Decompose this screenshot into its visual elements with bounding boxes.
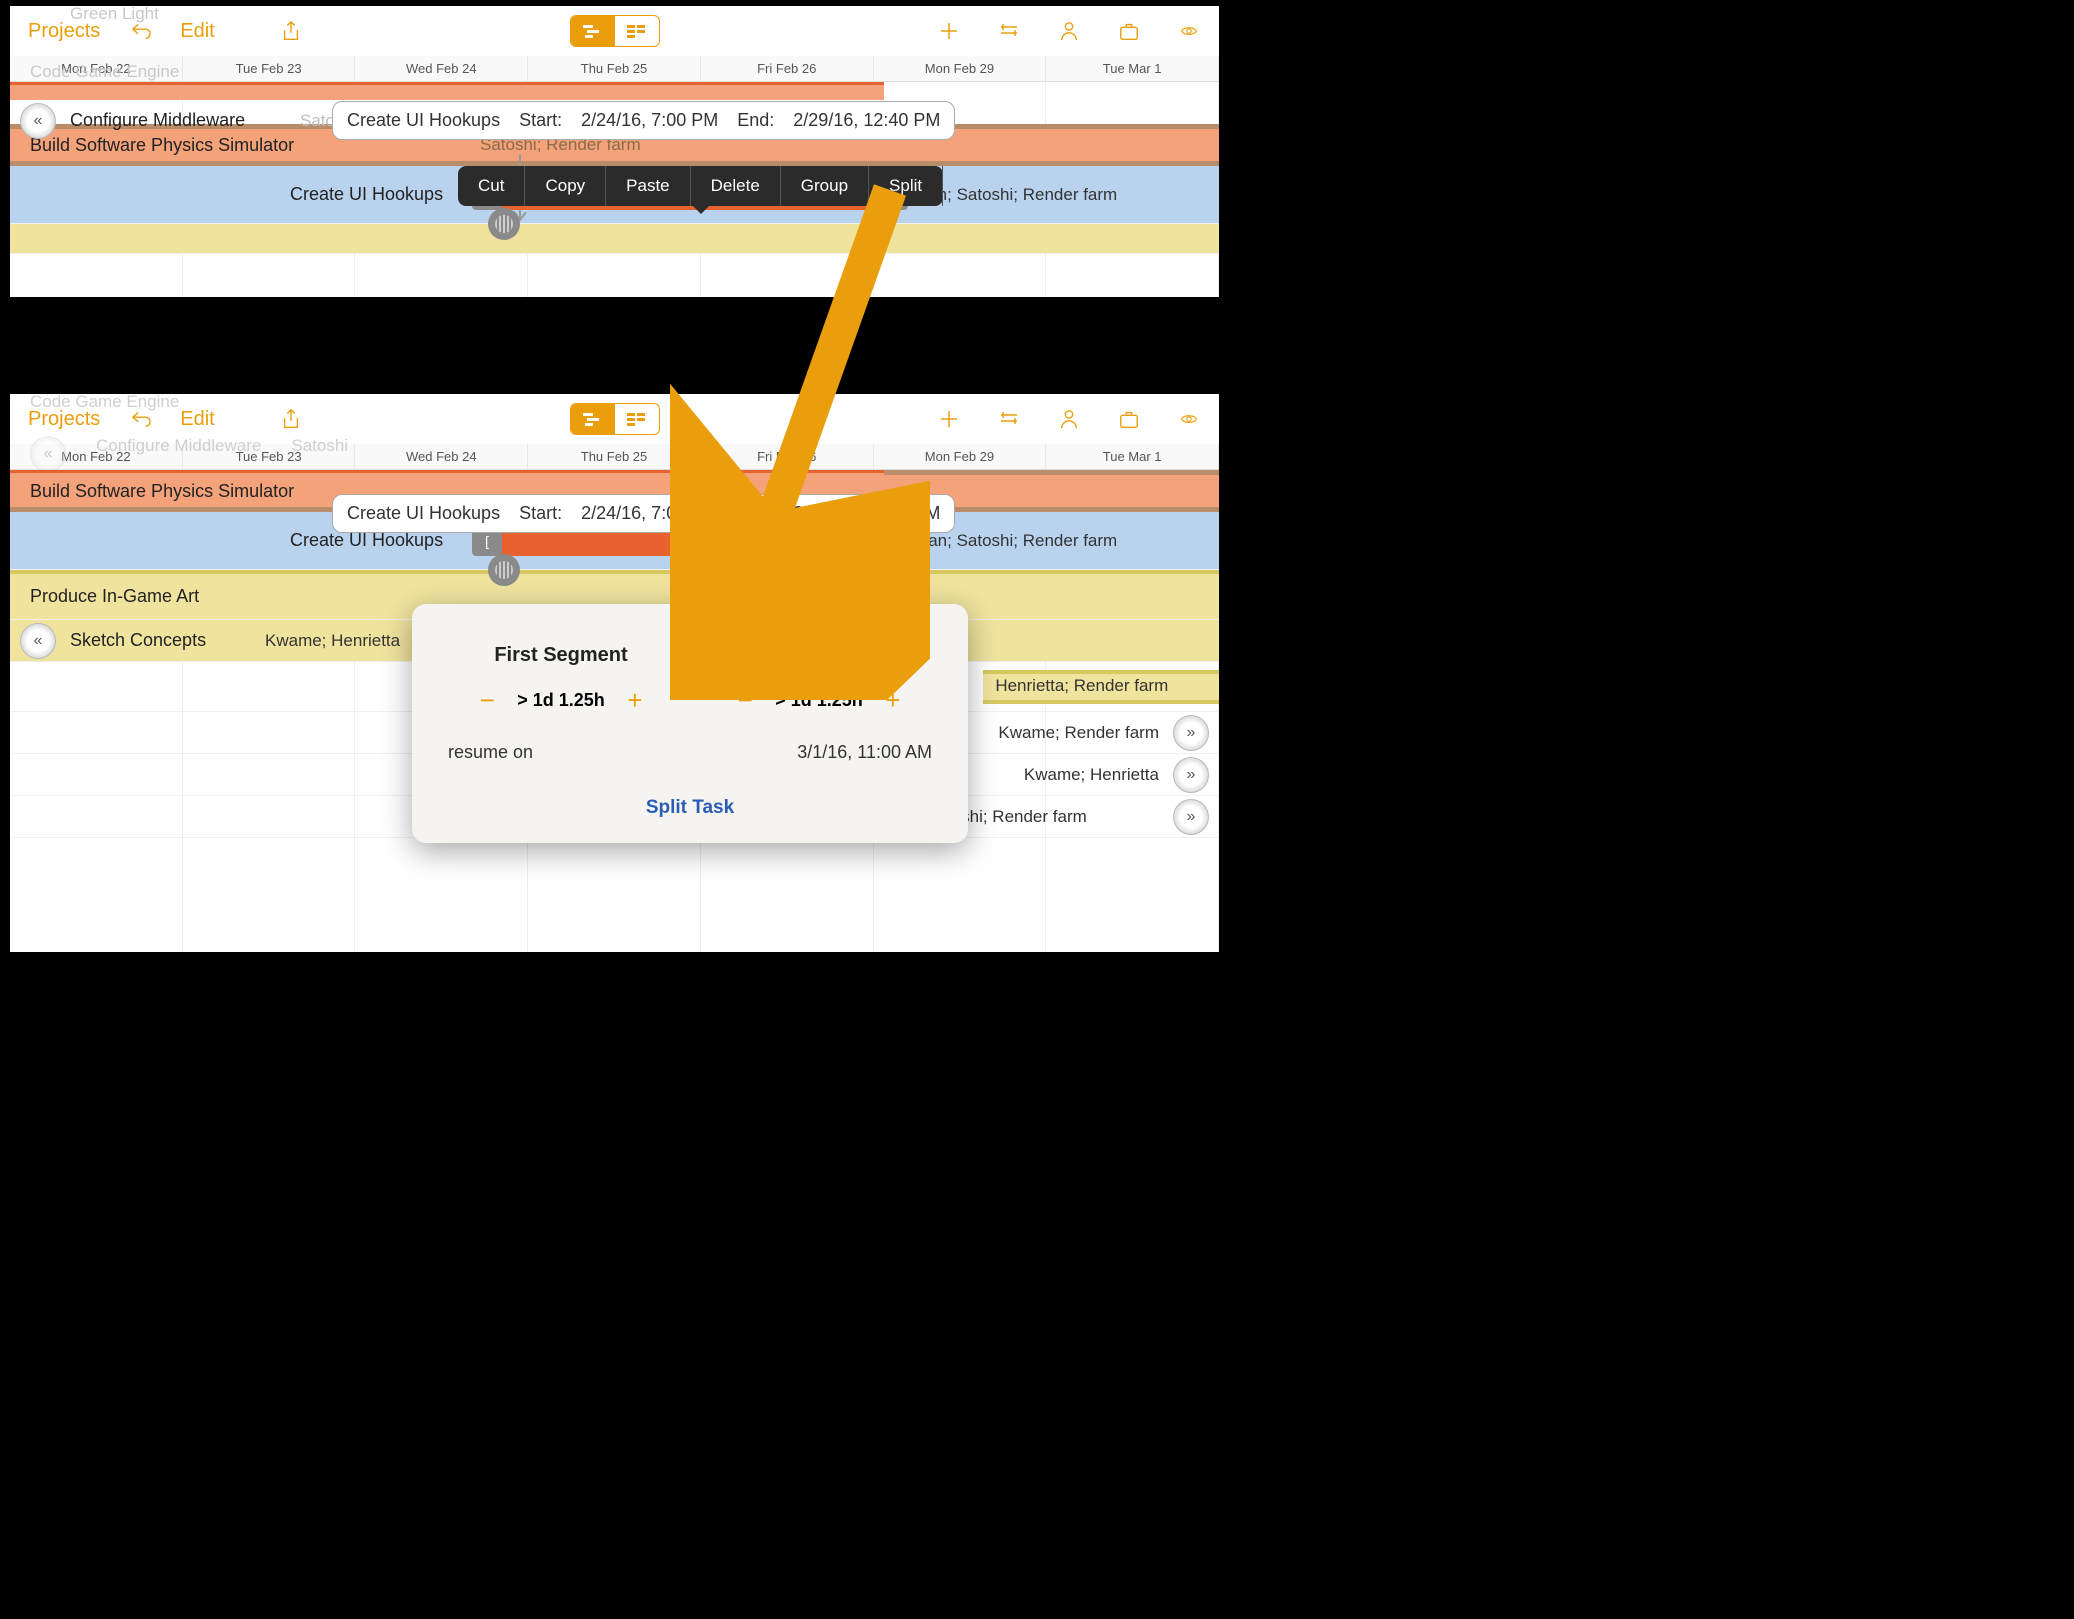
add-icon[interactable] <box>937 407 961 431</box>
list-view-icon[interactable] <box>615 404 659 434</box>
ctx-paste[interactable]: Paste <box>606 166 690 206</box>
edit-button[interactable]: Edit <box>180 408 214 431</box>
date-col: Mon Feb 29 <box>874 444 1047 469</box>
task-label: Produce In-Game Art <box>30 586 199 607</box>
view-toggle[interactable] <box>570 15 660 47</box>
task-info-bubble: Create UI Hookups Start: 2/24/16, 7:00 P… <box>332 101 955 140</box>
segment-value: > 1d 1.25h <box>775 690 863 711</box>
projects-button[interactable]: Projects <box>28 408 100 431</box>
info-task: Create UI Hookups <box>347 110 500 130</box>
segment-title: First Segment <box>475 644 647 667</box>
context-menu: Cut Copy Paste Delete Group Split <box>458 166 943 206</box>
ctx-cut[interactable]: Cut <box>458 166 525 206</box>
assignees: Ivan; Satoshi; Render farm <box>915 185 1117 205</box>
collapse-button[interactable]: « <box>20 103 56 139</box>
date-header: Mon Feb 22 Tue Feb 23 Wed Feb 24 Thu Feb… <box>10 56 1219 82</box>
person-icon[interactable] <box>1057 19 1081 43</box>
date-col: Tue Mar 1 <box>1046 444 1219 469</box>
minus-button[interactable]: − <box>475 685 499 716</box>
drag-handle[interactable] <box>488 554 520 586</box>
resources-icon[interactable] <box>997 407 1021 431</box>
task-label: Build Software Physics Simulator <box>30 135 294 156</box>
task-label: Sketch Concepts <box>70 630 206 651</box>
person-icon[interactable] <box>1057 407 1081 431</box>
assignees: Ivan; Satoshi; Render farm <box>915 531 1117 551</box>
share-icon[interactable] <box>279 19 303 43</box>
info-task: Create UI Hookups <box>347 503 500 523</box>
plus-button[interactable]: + <box>623 685 647 716</box>
view-toggle[interactable] <box>570 403 660 435</box>
date-col: Fri Feb 26 <box>701 56 874 81</box>
segment-title: Second Segment <box>733 644 905 667</box>
minus-button[interactable]: − <box>733 685 757 716</box>
task-label: Configure Middleware <box>70 110 245 131</box>
group-bar[interactable] <box>10 82 884 100</box>
segment-first: First Segment − > 1d 1.25h + <box>475 644 647 716</box>
expand-button[interactable]: » <box>1173 757 1209 793</box>
resume-value[interactable]: 3/1/16, 11:00 AM <box>797 742 932 763</box>
ctx-group[interactable]: Group <box>781 166 869 206</box>
expand-button[interactable]: » <box>1173 715 1209 751</box>
segment-value: > 1d 1.25h <box>517 690 605 711</box>
share-icon[interactable] <box>279 407 303 431</box>
date-col: Tue Feb 23 <box>183 56 356 81</box>
ghost-row: « Configure MiddlewareSatoshi <box>30 436 348 472</box>
expand-button[interactable]: » <box>1173 799 1209 835</box>
task-label: Create UI Hookups <box>290 530 443 551</box>
eye-icon[interactable] <box>1177 19 1201 43</box>
ctx-delete[interactable]: Delete <box>691 166 781 206</box>
date-col: Thu Feb 25 <box>528 56 701 81</box>
task-label: Create UI Hookups <box>290 184 443 205</box>
list-view-icon[interactable] <box>615 16 659 46</box>
drag-handle[interactable] <box>488 208 520 240</box>
briefcase-icon[interactable] <box>1117 407 1141 431</box>
edit-button[interactable]: Edit <box>180 20 214 43</box>
plus-button[interactable]: + <box>881 685 905 716</box>
date-col: Wed Feb 24 <box>355 444 528 469</box>
ctx-split[interactable]: Split <box>869 166 943 206</box>
add-icon[interactable] <box>937 19 961 43</box>
task-info-bubble: Create UI Hookups Start: 2/24/16, 7:00 P… <box>332 494 955 533</box>
gantt-view-icon[interactable] <box>571 404 615 434</box>
assignees: Kwame; Henrietta <box>265 631 400 651</box>
date-col: Wed Feb 24 <box>355 56 528 81</box>
briefcase-icon[interactable] <box>1117 19 1141 43</box>
date-col: Thu Feb 25 <box>528 444 701 469</box>
task-label: Build Software Physics Simulator <box>30 481 294 502</box>
ctx-copy[interactable]: Copy <box>525 166 606 206</box>
ghost-row: Code Game Engine <box>30 62 179 82</box>
gantt-view-icon[interactable] <box>571 16 615 46</box>
assignees: Kwame; Render farm <box>998 723 1159 743</box>
assignees: Kwame; Henrietta <box>1024 765 1159 785</box>
date-col: Tue Mar 1 <box>1046 56 1219 81</box>
eye-icon[interactable] <box>1177 407 1201 431</box>
undo-icon[interactable] <box>128 407 152 431</box>
projects-button[interactable]: Projects <box>28 20 100 43</box>
panel-after: Code Game Engine Projects Edit « Configu… <box>10 394 1219 952</box>
collapse-button-ghost: « <box>30 436 66 472</box>
collapse-button[interactable]: « <box>20 623 56 659</box>
assignees: Henrietta; Render farm <box>995 676 1168 696</box>
toolbar: Projects Edit <box>10 6 1219 56</box>
segment-second: Second Segment − > 1d 1.25h + <box>733 644 905 716</box>
undo-icon[interactable] <box>128 19 152 43</box>
split-task-button[interactable]: Split Task <box>432 797 948 819</box>
split-popover: First Segment − > 1d 1.25h + Second Segm… <box>412 604 968 843</box>
resume-label: resume on <box>448 742 533 763</box>
date-col: Fri Feb 26 <box>701 444 874 469</box>
panel-before: Green Light Projects Edit Mon Feb 22 Tue… <box>10 6 1219 297</box>
resources-icon[interactable] <box>997 19 1021 43</box>
date-col: Mon Feb 29 <box>874 56 1047 81</box>
